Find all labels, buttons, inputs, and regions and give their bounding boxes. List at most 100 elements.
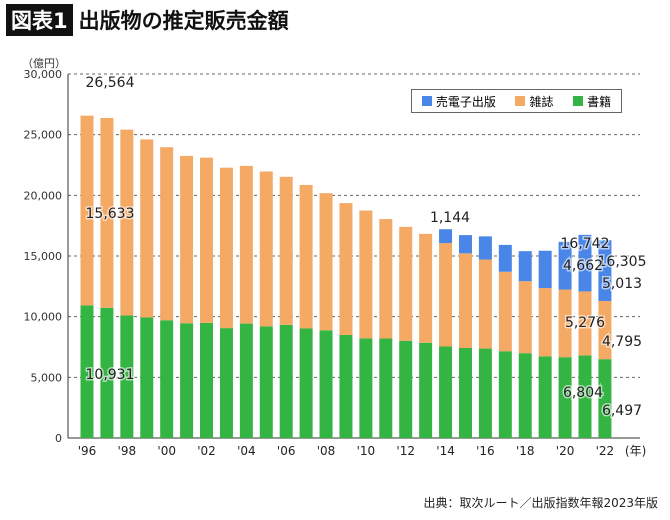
bar-2022-雑誌 <box>598 300 612 360</box>
y-tick-label: 5,000 <box>31 371 63 384</box>
x-tick-label: '02 <box>197 444 216 458</box>
bar-2004-雑誌 <box>239 165 253 324</box>
bar-2018-雑誌 <box>518 281 532 354</box>
bar-2006-雑誌 <box>279 176 293 325</box>
bar-2001-書籍 <box>180 323 194 438</box>
legend-label: 書籍 <box>587 94 612 109</box>
bar-2001-雑誌 <box>180 155 194 324</box>
legend-label: 売電子出版 <box>435 94 496 109</box>
data-label-2022: 4,795 <box>602 334 642 350</box>
x-tick-label: '22 <box>596 444 615 458</box>
x-tick-label: '00 <box>157 444 176 458</box>
bar-2021-書籍 <box>578 355 592 438</box>
bar-2014-書籍 <box>439 346 453 438</box>
bar-2010-雑誌 <box>359 210 373 339</box>
x-tick-label: '08 <box>317 444 336 458</box>
legend-item: 雑誌 <box>515 93 553 110</box>
bar-1998-雑誌 <box>120 129 134 316</box>
bar-2019-売電子出版 <box>538 250 552 289</box>
bar-2012-雑誌 <box>399 226 413 341</box>
bar-2009-雑誌 <box>339 203 353 335</box>
bar-2000-雑誌 <box>160 147 174 321</box>
bar-2011-書籍 <box>379 338 393 438</box>
bar-2014-売電子出版 <box>439 229 453 244</box>
x-axis-unit: (年) <box>625 444 646 458</box>
data-label-1996: 26,564 <box>86 75 135 91</box>
data-label-2021: 5,276 <box>565 315 605 331</box>
data-label-2022: 16,305 <box>598 254 647 270</box>
bar-2015-書籍 <box>458 347 472 438</box>
data-label-2022: 5,013 <box>602 276 642 292</box>
legend-item: 売電子出版 <box>421 93 496 110</box>
bar-2008-雑誌 <box>319 193 333 331</box>
bar-2017-雑誌 <box>498 271 512 352</box>
bar-2018-書籍 <box>518 353 532 438</box>
chart-title: 図表1 出版物の推定販売金額 <box>6 4 289 36</box>
data-label-2021: 6,804 <box>563 385 603 401</box>
bar-2022-書籍 <box>598 359 612 438</box>
legend-swatch <box>573 96 584 106</box>
bar-2006-書籍 <box>279 324 293 438</box>
bar-2004-書籍 <box>239 323 253 438</box>
data-label-2021: 4,662 <box>563 258 603 274</box>
data-label-2022: 6,497 <box>602 403 642 419</box>
bar-2019-雑誌 <box>538 288 552 357</box>
data-label-2021: 16,742 <box>561 236 610 252</box>
bar-2020-雑誌 <box>558 289 572 358</box>
bar-2019-書籍 <box>538 356 552 438</box>
bar-2014-雑誌 <box>439 243 453 347</box>
figure-number-badge: 図表1 <box>6 4 73 36</box>
data-label-1996: 15,633 <box>86 206 135 222</box>
y-tick-label: 25,000 <box>24 129 63 142</box>
y-tick-label: 20,000 <box>24 189 63 202</box>
bar-2013-書籍 <box>419 342 433 438</box>
legend-swatch <box>515 96 526 106</box>
bar-2010-書籍 <box>359 338 373 438</box>
source-note: 出典：取次ルート／出版指数年報2023年版 <box>423 496 658 510</box>
bar-2020-書籍 <box>558 357 572 438</box>
y-tick-label: 15,000 <box>24 250 63 263</box>
bar-2018-売電子出版 <box>518 251 532 282</box>
bar-2009-書籍 <box>339 334 353 438</box>
x-tick-label: '06 <box>277 444 296 458</box>
data-label-1996: 10,931 <box>86 367 135 383</box>
bar-2002-雑誌 <box>200 157 214 323</box>
bar-2005-書籍 <box>259 326 273 438</box>
y-tick-label: 30,000 <box>24 68 63 81</box>
bar-1997-雑誌 <box>100 117 114 308</box>
x-tick-label: '20 <box>556 444 575 458</box>
bar-2005-雑誌 <box>259 171 273 327</box>
bar-2003-雑誌 <box>219 167 233 329</box>
bar-2011-雑誌 <box>379 219 393 339</box>
bar-2003-書籍 <box>219 328 233 438</box>
x-tick-label: '98 <box>118 444 137 458</box>
bar-2016-売電子出版 <box>478 236 492 260</box>
bar-1999-雑誌 <box>140 139 154 318</box>
bar-2015-雑誌 <box>458 253 472 348</box>
bar-2021-雑誌 <box>578 291 592 356</box>
x-tick-label: '14 <box>436 444 455 458</box>
bar-2008-書籍 <box>319 330 333 438</box>
y-tick-label: 10,000 <box>24 311 63 324</box>
x-tick-label: '96 <box>78 444 97 458</box>
x-tick-label: '16 <box>476 444 495 458</box>
bar-2007-書籍 <box>299 328 313 438</box>
bar-2015-売電子出版 <box>458 235 472 254</box>
y-axis-unit: （億円） <box>22 57 66 70</box>
y-tick-label: 0 <box>55 432 62 445</box>
bar-2000-書籍 <box>160 320 174 438</box>
x-tick-label: '18 <box>516 444 535 458</box>
bar-1996-書籍 <box>80 305 94 438</box>
x-tick-label: '10 <box>357 444 376 458</box>
x-tick-label: '12 <box>396 444 415 458</box>
bar-2020-売電子出版 <box>558 241 572 290</box>
legend-swatch <box>421 96 432 106</box>
bar-2017-売電子出版 <box>498 244 512 272</box>
legend-item: 書籍 <box>573 93 611 110</box>
bar-2007-雑誌 <box>299 184 313 329</box>
bar-2013-雑誌 <box>419 233 433 343</box>
legend: 売電子出版 雑誌 書籍 <box>411 89 622 113</box>
x-tick-label: '04 <box>237 444 256 458</box>
